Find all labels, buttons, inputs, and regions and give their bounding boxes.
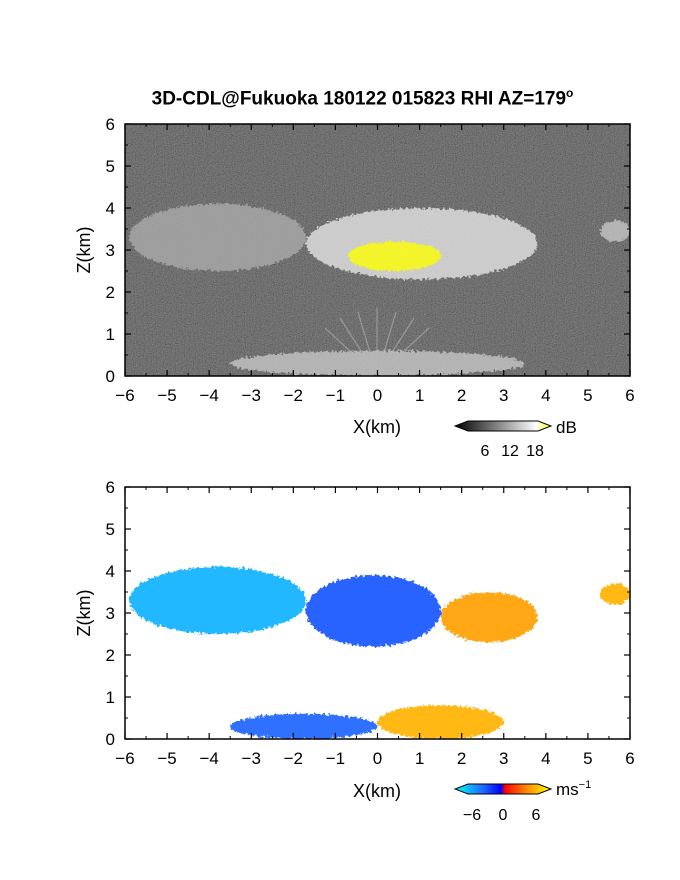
y-tick-label: 0 — [106, 730, 115, 749]
y-tick-label: 5 — [106, 157, 115, 176]
colorbar-bar — [453, 420, 553, 432]
y-tick-label: 0 — [106, 367, 115, 386]
x-tick-label: 2 — [457, 386, 466, 405]
y-tick-label: 1 — [106, 688, 115, 707]
backscatter-ylabel: Z(km) — [74, 227, 94, 274]
title-degree: o — [566, 86, 574, 100]
title-text: 3D-CDL@Fukuoka 180122 015823 RHI AZ=179 — [151, 88, 567, 110]
near-range-rays — [324, 308, 430, 376]
feature-cloud-layer-east — [600, 583, 630, 605]
feature-cloud-layer-central-east — [440, 592, 538, 643]
x-tick-label: 1 — [415, 749, 424, 768]
x-tick-label: −4 — [199, 749, 218, 768]
x-tick-label: 1 — [415, 386, 424, 405]
backscatter-colorbar: dB 6 12 18 — [453, 418, 577, 460]
colorbar-tick-label: −6 — [463, 807, 481, 824]
y-tick-label: 6 — [106, 115, 115, 134]
x-tick-label: 0 — [373, 749, 382, 768]
y-tick-label: 3 — [106, 241, 115, 260]
colorbar-tick-label: 12 — [501, 443, 519, 460]
y-tick-label: 2 — [106, 283, 115, 302]
x-tick-label: −5 — [157, 386, 176, 405]
x-tick-label: −3 — [242, 386, 261, 405]
colorbar-unit: ms−1 — [556, 779, 591, 799]
velocity-panel: −6 −5 −4 −3 −2 −1 0 1 2 3 4 5 6 0 1 2 3 4 5 6 X(km) Z(km) m… — [74, 478, 635, 824]
x-tick-label: 6 — [625, 749, 634, 768]
x-tick-label: −6 — [115, 386, 134, 405]
feature-cloud-layer-central — [305, 208, 538, 280]
velocity-xlabel: X(km) — [353, 781, 401, 801]
x-tick-label: 0 — [373, 386, 382, 405]
colorbar-tick-label: 18 — [526, 443, 544, 460]
feature-boundary-layer-west — [230, 713, 378, 739]
feature-boundary-layer-east — [377, 705, 504, 739]
x-tick-label: 4 — [541, 386, 550, 405]
colorbar-tick-label: 6 — [481, 443, 490, 460]
x-tick-label: −1 — [326, 386, 345, 405]
unit-base: ms — [556, 780, 579, 799]
feature-cloud-layer-central-west — [305, 575, 441, 647]
velocity-colorbar: ms−1 −6 0 6 — [453, 779, 591, 824]
x-tick-label: 5 — [583, 386, 592, 405]
x-tick-label: −1 — [326, 749, 345, 768]
unit-exponent: −1 — [579, 779, 592, 791]
y-tick-label: 4 — [106, 562, 115, 581]
x-tick-label: −3 — [242, 749, 261, 768]
y-tick-label: 6 — [106, 478, 115, 497]
velocity-ylabel: Z(km) — [74, 590, 94, 637]
colorbar-unit: dB — [556, 418, 577, 437]
x-tick-label: −2 — [284, 749, 303, 768]
y-tick-label: 4 — [106, 199, 115, 218]
colorbar-tick-label: 0 — [499, 807, 508, 824]
feature-saturated-patches — [348, 241, 441, 271]
y-tick-label: 5 — [106, 520, 115, 539]
x-tick-label: 3 — [499, 749, 508, 768]
y-tick-label: 1 — [106, 325, 115, 344]
x-tick-label: −4 — [199, 386, 218, 405]
feature-cloud-layer-west — [129, 566, 306, 635]
figure-title: 3D-CDL@Fukuoka 180122 015823 RHI AZ=179o — [0, 86, 680, 110]
y-tick-label: 2 — [106, 646, 115, 665]
x-tick-label: 5 — [583, 749, 592, 768]
y-tick-label: 3 — [106, 604, 115, 623]
colorbar-bar — [453, 783, 553, 795]
x-tick-label: 6 — [625, 386, 634, 405]
colorbar-tick-label: 6 — [532, 807, 541, 824]
x-tick-label: −2 — [284, 386, 303, 405]
x-tick-label: 3 — [499, 386, 508, 405]
x-tick-label: −5 — [157, 749, 176, 768]
x-tick-label: 2 — [457, 749, 466, 768]
x-tick-label: 4 — [541, 749, 550, 768]
feature-cloud-layer-west — [129, 203, 306, 271]
backscatter-xlabel: X(km) — [353, 417, 401, 437]
feature-cloud-layer-east — [600, 220, 630, 242]
x-tick-label: −6 — [115, 749, 134, 768]
